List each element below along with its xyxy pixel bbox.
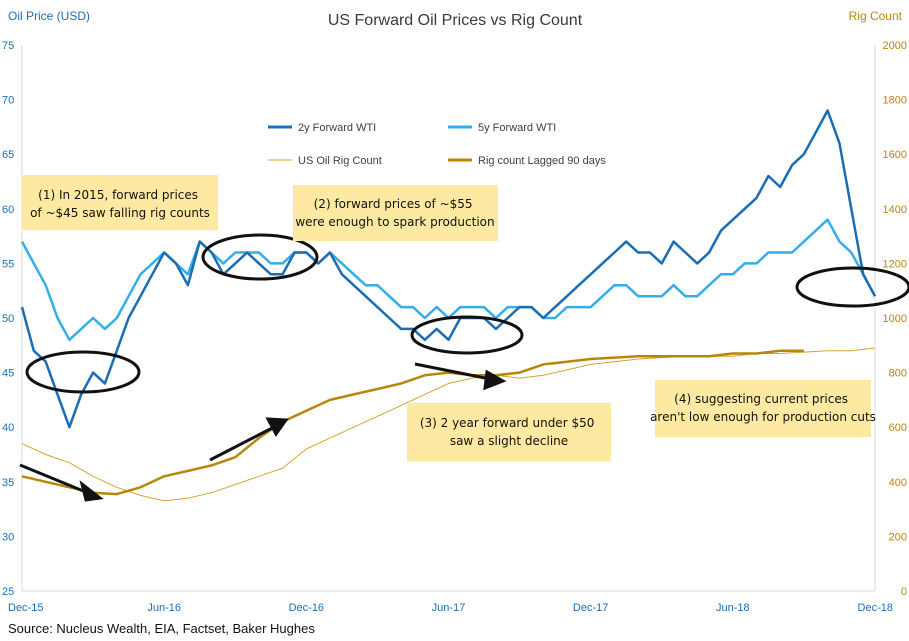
series-rig-count-lagged-line	[21, 349, 804, 496]
note-1-text: (1) In 2015, forward prices of ~$45 saw …	[30, 188, 210, 220]
source-note: Source: Nucleus Wealth, EIA, Factset, Ba…	[8, 621, 315, 636]
right-tick-label: 1600	[883, 149, 907, 161]
x-tick-label: Jun-16	[147, 602, 181, 614]
right-tick-label: 600	[889, 422, 907, 434]
left-tick-label: 60	[2, 204, 14, 216]
left-tick-label: 50	[2, 313, 14, 325]
left-axis-ticks: 25 30 35 40 45 50 55 60 65 70 75	[2, 40, 14, 598]
note-1-bg	[22, 175, 218, 230]
note-1: (1) In 2015, forward prices of ~$45 saw …	[22, 175, 218, 230]
left-tick-label: 35	[2, 477, 14, 489]
annotation-arrows	[19, 362, 507, 502]
chart-title: US Forward Oil Prices vs Rig Count	[328, 12, 583, 29]
right-tick-label: 1400	[883, 204, 907, 216]
left-tick-label: 25	[2, 586, 14, 598]
left-axis-title: Oil Price (USD)	[8, 9, 90, 23]
note-2: (2) forward prices of ~$55 were enough t…	[293, 185, 498, 241]
legend-label-wti5y: 5y Forward WTI	[478, 122, 556, 134]
arrow-2-head	[265, 417, 289, 437]
note-2-text: (2) forward prices of ~$55 were enough t…	[295, 197, 494, 229]
left-tick-label: 65	[2, 149, 14, 161]
highlight-ellipses	[25, 233, 909, 394]
right-tick-label: 2000	[883, 40, 907, 52]
right-tick-label: 200	[889, 531, 907, 543]
ellipse-2015	[25, 350, 141, 394]
right-axis-title: Rig Count	[849, 9, 903, 23]
left-tick-label: 30	[2, 531, 14, 543]
left-tick-label: 45	[2, 368, 14, 380]
right-axis-ticks: 0 200 400 600 800 1000 1200 1400 1600 1800 2000	[883, 40, 907, 598]
right-tick-label: 0	[901, 586, 907, 598]
series-us-oil-rig-count-line	[21, 347, 876, 502]
arrow-3-shaft	[414, 362, 496, 382]
legend: 2y Forward WTI 5y Forward WTI US Oil Rig…	[268, 122, 606, 167]
ellipse-2018	[795, 266, 909, 308]
x-tick-label: Dec-18	[858, 602, 893, 614]
legend-label-rig: US Oil Rig Count	[298, 155, 382, 167]
x-tick-label: Dec-17	[573, 602, 608, 614]
right-tick-label: 800	[889, 368, 907, 380]
x-tick-label: Jun-17	[432, 602, 466, 614]
right-tick-label: 400	[889, 477, 907, 489]
x-tick-label: Dec-15	[8, 602, 43, 614]
legend-label-rig-lag: Rig count Lagged 90 days	[478, 155, 606, 167]
note-4-bg	[655, 380, 871, 437]
note-2-bg	[293, 185, 498, 241]
ellipse-2017	[410, 315, 524, 355]
legend-label-wti2y: 2y Forward WTI	[298, 122, 376, 134]
series-2y-forward-wti-line	[20, 109, 877, 429]
arrow-1-head	[79, 480, 104, 502]
x-tick-label: Dec-16	[289, 602, 324, 614]
note-3-text: (3) 2 year forward under $50 saw a sligh…	[420, 416, 598, 448]
left-tick-label: 40	[2, 422, 14, 434]
arrow-3-head	[483, 369, 507, 391]
arrow-2-shaft	[209, 423, 279, 462]
right-tick-label: 1000	[883, 313, 907, 325]
note-4-text: (4) suggesting current prices aren't low…	[650, 392, 876, 424]
x-axis-ticks: Dec-15 Jun-16 Dec-16 Jun-17 Dec-17 Jun-18 Dec-…	[8, 602, 893, 614]
left-tick-label: 55	[2, 258, 14, 270]
left-tick-label: 75	[2, 40, 14, 52]
ellipse-2016	[201, 233, 319, 281]
right-tick-label: 1200	[883, 258, 907, 270]
note-4: (4) suggesting current prices aren't low…	[650, 380, 876, 437]
note-3: (3) 2 year forward under $50 saw a sligh…	[407, 403, 611, 461]
right-tick-label: 1800	[883, 95, 907, 107]
note-3-bg	[407, 403, 611, 461]
left-tick-label: 70	[2, 95, 14, 107]
x-tick-label: Jun-18	[716, 602, 750, 614]
arrow-1-shaft	[19, 463, 94, 497]
